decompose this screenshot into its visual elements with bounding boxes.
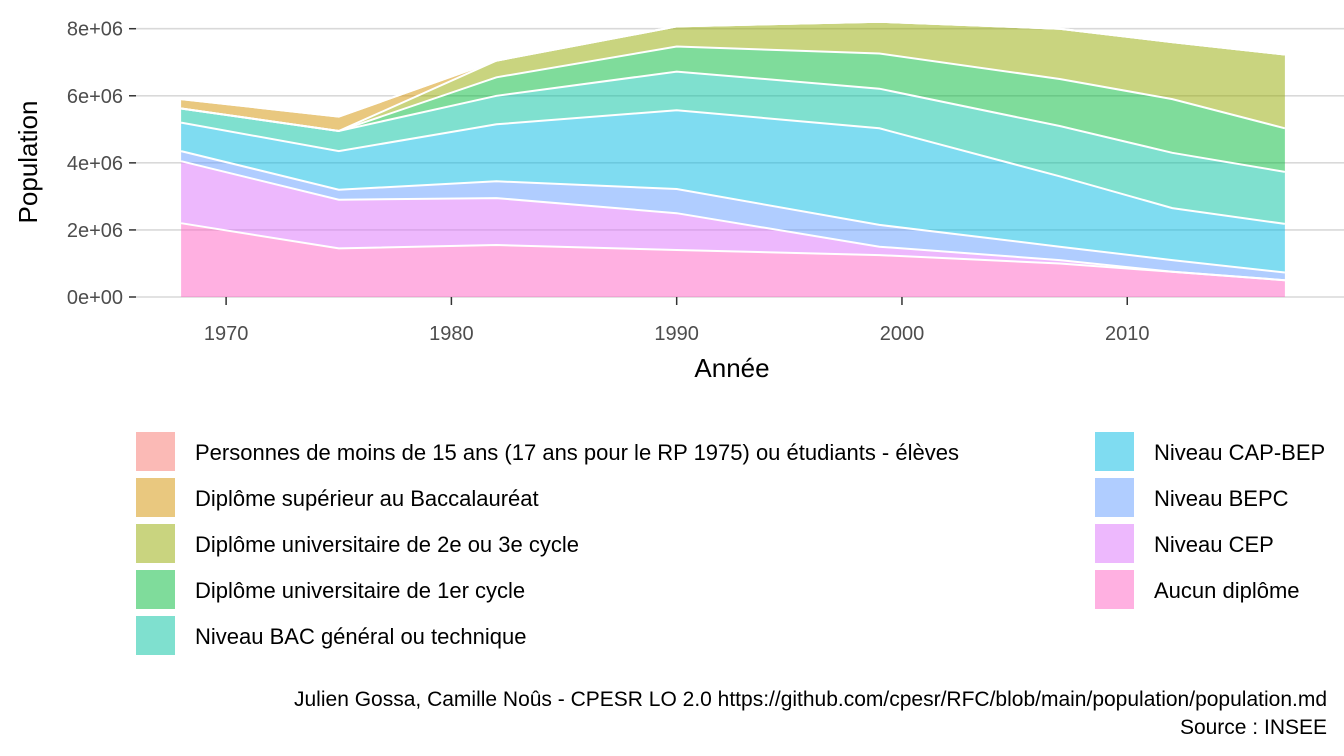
legend: Personnes de moins de 15 ans (17 ans pou… xyxy=(136,432,1325,655)
legend-label: Niveau CEP xyxy=(1154,532,1274,557)
legend-label: Diplôme supérieur au Baccalauréat xyxy=(195,486,539,511)
legend-key xyxy=(1095,478,1134,517)
area-7 xyxy=(181,161,1285,281)
area-1 xyxy=(181,21,1285,132)
legend-key xyxy=(136,616,175,655)
legend-key xyxy=(136,524,175,563)
area-boundary xyxy=(180,150,1286,274)
caption: Julien Gossa, Camille Noûs - CPESR LO 2.… xyxy=(294,688,1327,739)
area-4 xyxy=(181,71,1285,224)
area-boundary xyxy=(180,70,1286,173)
legend-label: Aucun diplôme xyxy=(1154,578,1300,603)
x-axis: 1970 1980 1990 2000 2010 xyxy=(204,297,1150,345)
legend-label: Personnes de moins de 15 ans (17 ans pou… xyxy=(195,440,959,465)
area-boundary xyxy=(180,20,1286,118)
x-tick-label: 2000 xyxy=(880,323,925,345)
legend-key xyxy=(1095,524,1134,563)
x-tick-label: 1990 xyxy=(654,323,699,345)
caption-line: Julien Gossa, Camille Noûs - CPESR LO 2.… xyxy=(294,688,1327,711)
legend-key xyxy=(1095,432,1134,471)
area-boundary xyxy=(180,160,1285,282)
y-tick-label: 6e+06 xyxy=(67,86,123,108)
area-series xyxy=(180,20,1286,297)
area-6 xyxy=(181,151,1285,281)
legend-label: Niveau CAP-BEP xyxy=(1154,440,1325,465)
y-tick-label: 0e+00 xyxy=(67,287,123,309)
y-axis-title: Population xyxy=(13,101,43,224)
legend-key xyxy=(136,570,175,609)
legend-key xyxy=(136,432,175,471)
area-boundary xyxy=(180,109,1286,225)
x-tick-label: 1970 xyxy=(204,323,249,345)
area-2 xyxy=(181,21,1285,132)
area-8 xyxy=(181,223,1285,297)
x-tick-label: 2010 xyxy=(1105,323,1150,345)
x-tick-label: 1980 xyxy=(429,323,474,345)
caption-line: Source : INSEE xyxy=(1180,716,1327,739)
legend-label: Niveau BAC général ou technique xyxy=(195,624,526,649)
legend-label: Niveau BEPC xyxy=(1154,486,1289,511)
y-tick-label: 8e+06 xyxy=(67,19,123,41)
x-axis-title: Année xyxy=(694,353,769,383)
legend-key xyxy=(1095,570,1134,609)
area-boundary xyxy=(180,45,1286,133)
area-3 xyxy=(181,46,1285,172)
area-5 xyxy=(181,110,1285,273)
legend-label: Diplôme universitaire de 2e ou 3e cycle xyxy=(195,532,579,557)
y-tick-label: 2e+06 xyxy=(67,220,123,242)
legend-key xyxy=(136,478,175,517)
y-tick-label: 4e+06 xyxy=(67,153,123,175)
legend-label: Diplôme universitaire de 1er cycle xyxy=(195,578,525,603)
y-axis: 0e+00 2e+06 4e+06 6e+06 8e+06 xyxy=(67,19,136,309)
